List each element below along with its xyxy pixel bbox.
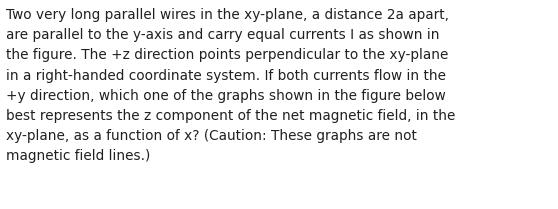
Text: Two very long parallel wires in the xy-plane, a distance 2a apart,
are parallel : Two very long parallel wires in the xy-p… xyxy=(6,8,455,163)
